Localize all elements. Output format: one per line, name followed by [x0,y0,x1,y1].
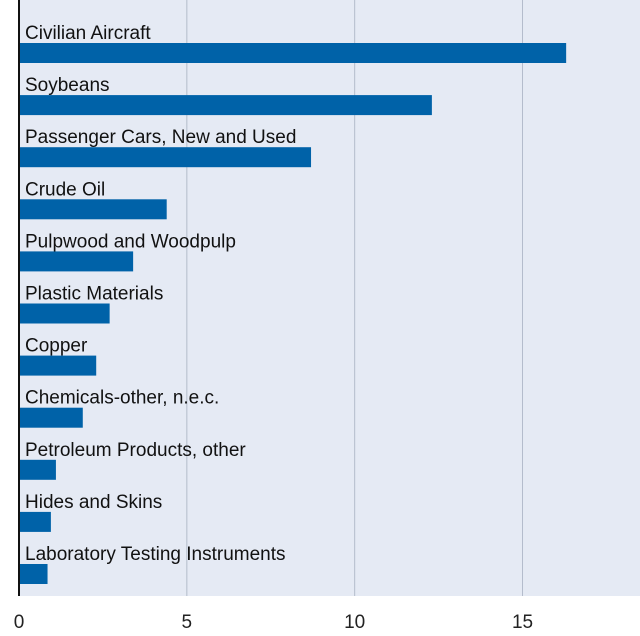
bar [19,564,48,584]
bar [19,459,56,480]
category-label: Laboratory Testing Instruments [25,544,286,565]
x-tick-label: 10 [344,612,365,633]
bar [19,95,432,116]
bar [19,511,51,532]
bar [19,407,83,428]
category-label: Civilian Aircraft [25,23,151,44]
bar [19,199,167,220]
bar [19,355,97,376]
category-label: Pulpwood and Woodpulp [25,231,236,252]
category-label: Crude Oil [25,179,105,200]
bar [19,147,312,168]
x-tick-label: 0 [14,612,25,633]
category-label: Passenger Cars, New and Used [25,127,296,148]
bar [19,303,110,324]
category-label: Plastic Materials [25,284,163,305]
category-label: Petroleum Products, other [25,440,246,461]
x-tick-label: 5 [182,612,193,633]
category-label: Hides and Skins [25,492,162,513]
bar [19,43,567,63]
x-axis-ticks: 0 5 10 15 [14,612,533,633]
x-tick-label: 15 [512,612,533,633]
bars [19,43,567,584]
category-labels: Civilian Aircraft Soybeans Passenger Cars,… [25,23,296,565]
category-label: Soybeans [25,75,110,96]
category-label: Copper [25,336,88,357]
category-label: Chemicals-other, n.e.c. [25,388,219,409]
bar [19,251,134,272]
